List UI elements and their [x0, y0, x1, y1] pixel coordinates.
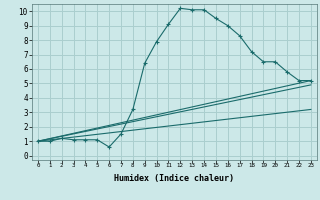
X-axis label: Humidex (Indice chaleur): Humidex (Indice chaleur) [115, 174, 234, 183]
